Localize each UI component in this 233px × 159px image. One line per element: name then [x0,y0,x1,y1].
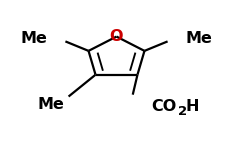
Text: O: O [110,29,123,44]
Text: H: H [185,99,199,114]
Text: 2: 2 [178,105,187,118]
Text: CO: CO [151,99,177,114]
Text: Me: Me [38,97,65,112]
Text: Me: Me [185,31,212,46]
Text: Me: Me [21,31,48,46]
